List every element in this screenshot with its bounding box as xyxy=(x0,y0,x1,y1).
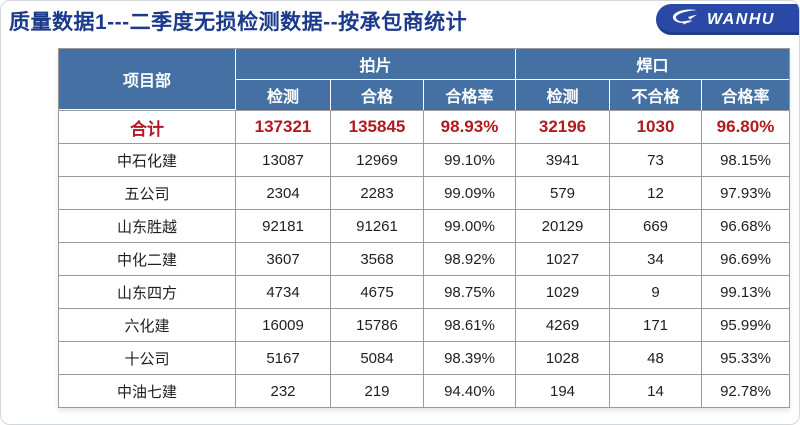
value-cell: 97.93% xyxy=(702,176,789,209)
value-cell: 92.78% xyxy=(702,374,789,407)
value-cell: 95.99% xyxy=(702,308,789,341)
value-cell: 1027 xyxy=(516,242,610,275)
wanhua-swoosh-icon xyxy=(668,7,702,34)
project-name-cell: 中化二建 xyxy=(59,242,236,275)
value-cell: 135845 xyxy=(331,110,424,143)
value-cell: 96.69% xyxy=(702,242,789,275)
value-cell: 15786 xyxy=(331,308,424,341)
value-cell: 669 xyxy=(610,209,702,242)
project-name-cell: 山东胜越 xyxy=(59,209,236,242)
value-cell: 32196 xyxy=(516,110,610,143)
value-cell: 96.68% xyxy=(702,209,789,242)
value-cell: 99.10% xyxy=(424,143,516,176)
logo-text: WANHU xyxy=(707,10,775,28)
value-cell: 1030 xyxy=(610,110,702,143)
value-cell: 14 xyxy=(610,374,702,407)
project-name-cell: 中油七建 xyxy=(59,374,236,407)
value-cell: 98.15% xyxy=(702,143,789,176)
value-cell: 9 xyxy=(610,275,702,308)
company-logo: WANHU xyxy=(656,4,799,35)
table-body: 合计 137321 135845 98.93% 32196 1030 96.80% 中石化建 1… xyxy=(59,110,789,407)
value-cell: 5084 xyxy=(331,341,424,374)
table-row: 山东四方 4734 4675 98.75% 1029 9 99.13% xyxy=(59,275,789,308)
value-cell: 5167 xyxy=(236,341,331,374)
table-row: 中油七建 232 219 94.40% 194 14 92.78% xyxy=(59,374,789,407)
project-name-cell: 山东四方 xyxy=(59,275,236,308)
table-row: 中化二建 3607 3568 98.92% 1027 34 96.69% xyxy=(59,242,789,275)
table-row: 十公司 5167 5084 98.39% 1028 48 95.33% xyxy=(59,341,789,374)
value-cell: 579 xyxy=(516,176,610,209)
page-title: 质量数据1---二季度无损检测数据--按承包商统计 xyxy=(9,11,468,34)
value-cell: 13087 xyxy=(236,143,331,176)
value-cell: 12969 xyxy=(331,143,424,176)
value-cell: 92181 xyxy=(236,209,331,242)
column-header-film-passed: 合格 xyxy=(331,80,424,110)
value-cell: 99.09% xyxy=(424,176,516,209)
value-cell: 48 xyxy=(610,341,702,374)
value-cell: 98.93% xyxy=(424,110,516,143)
value-cell: 98.39% xyxy=(424,341,516,374)
value-cell: 73 xyxy=(610,143,702,176)
project-name-cell: 合计 xyxy=(59,110,236,143)
value-cell: 2304 xyxy=(236,176,331,209)
value-cell: 94.40% xyxy=(424,374,516,407)
group-header-weld: 焊口 xyxy=(516,49,789,80)
value-cell: 95.33% xyxy=(702,341,789,374)
value-cell: 194 xyxy=(516,374,610,407)
value-cell: 99.00% xyxy=(424,209,516,242)
value-cell: 3607 xyxy=(236,242,331,275)
value-cell: 1029 xyxy=(516,275,610,308)
value-cell: 2283 xyxy=(331,176,424,209)
value-cell: 16009 xyxy=(236,308,331,341)
value-cell: 4675 xyxy=(331,275,424,308)
value-cell: 96.80% xyxy=(702,110,789,143)
value-cell: 1028 xyxy=(516,341,610,374)
project-name-cell: 六化建 xyxy=(59,308,236,341)
table-row: 中石化建 13087 12969 99.10% 3941 73 98.15% xyxy=(59,143,789,176)
value-cell: 91261 xyxy=(331,209,424,242)
column-header-film-passrate: 合格率 xyxy=(424,80,516,110)
column-header-weld-passrate: 合格率 xyxy=(702,80,789,110)
group-header-film: 拍片 xyxy=(236,49,516,80)
value-cell: 219 xyxy=(331,374,424,407)
table-row: 山东胜越 92181 91261 99.00% 20129 669 96.68% xyxy=(59,209,789,242)
value-cell: 3568 xyxy=(331,242,424,275)
quality-data-table: 项目部 拍片 焊口 检测 合格 合格率 检测 不合格 合格率 合计 137321 1… xyxy=(58,48,790,408)
column-header-film-inspected: 检测 xyxy=(236,80,331,110)
value-cell: 3941 xyxy=(516,143,610,176)
value-cell: 137321 xyxy=(236,110,331,143)
value-cell: 20129 xyxy=(516,209,610,242)
value-cell: 4734 xyxy=(236,275,331,308)
value-cell: 99.13% xyxy=(702,275,789,308)
value-cell: 98.61% xyxy=(424,308,516,341)
table-row: 五公司 2304 2283 99.09% 579 12 97.93% xyxy=(59,176,789,209)
table-row: 六化建 16009 15786 98.61% 4269 171 95.99% xyxy=(59,308,789,341)
value-cell: 34 xyxy=(610,242,702,275)
value-cell: 12 xyxy=(610,176,702,209)
total-row: 合计 137321 135845 98.93% 32196 1030 96.80% xyxy=(59,110,789,143)
column-header-weld-inspected: 检测 xyxy=(516,80,610,110)
value-cell: 98.92% xyxy=(424,242,516,275)
column-header-project: 项目部 xyxy=(59,49,236,110)
value-cell: 232 xyxy=(236,374,331,407)
project-name-cell: 中石化建 xyxy=(59,143,236,176)
project-name-cell: 五公司 xyxy=(59,176,236,209)
value-cell: 171 xyxy=(610,308,702,341)
value-cell: 98.75% xyxy=(424,275,516,308)
column-header-weld-failed: 不合格 xyxy=(610,80,702,110)
project-name-cell: 十公司 xyxy=(59,341,236,374)
value-cell: 4269 xyxy=(516,308,610,341)
